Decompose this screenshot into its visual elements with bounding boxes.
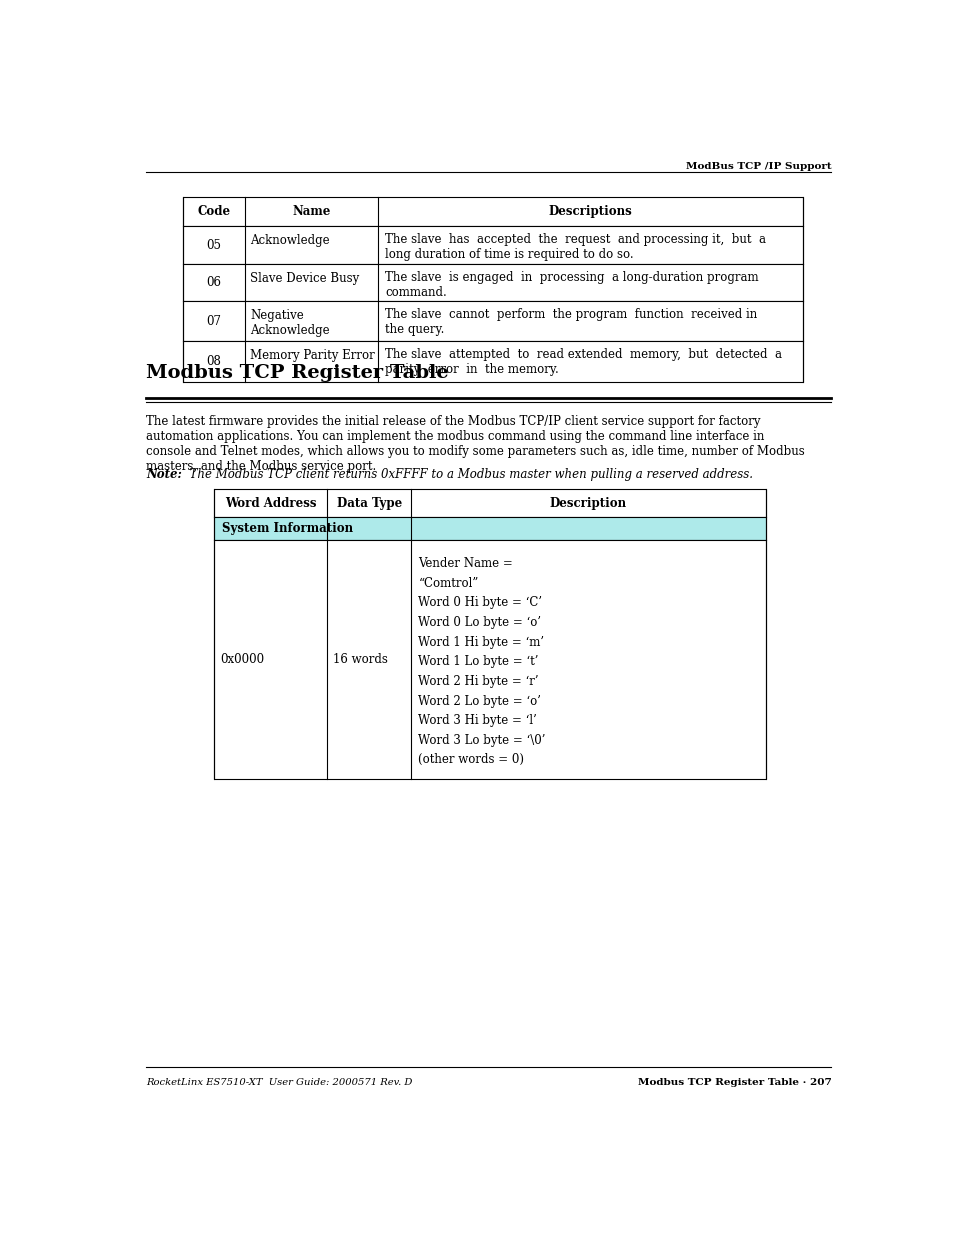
Text: Code: Code xyxy=(197,205,230,217)
Bar xyxy=(183,264,802,301)
Text: The latest firmware provides the initial release of the Modbus TCP/IP client ser: The latest firmware provides the initial… xyxy=(146,415,804,473)
Text: ModBus TCP /IP Support: ModBus TCP /IP Support xyxy=(685,162,831,172)
Text: Word Address: Word Address xyxy=(224,496,315,510)
Text: The slave  has  accepted  the  request  and processing it,  but  a
long duration: The slave has accepted the request and p… xyxy=(385,233,765,261)
Text: Vender Name =: Vender Name = xyxy=(417,557,513,571)
Bar xyxy=(213,489,765,517)
Text: Word 2 Lo byte = ‘o’: Word 2 Lo byte = ‘o’ xyxy=(417,694,540,708)
Text: The slave  attempted  to  read extended  memory,  but  detected  a
parity  error: The slave attempted to read extended mem… xyxy=(385,348,781,377)
Text: 16 words: 16 words xyxy=(333,653,388,666)
Text: Negative
Acknowledge: Negative Acknowledge xyxy=(250,309,330,337)
Bar xyxy=(183,226,802,264)
Text: 05: 05 xyxy=(206,238,221,252)
Text: Word 2 Hi byte = ‘r’: Word 2 Hi byte = ‘r’ xyxy=(417,674,538,688)
Text: (other words = 0): (other words = 0) xyxy=(417,753,524,767)
Text: Word 3 Lo byte = ‘\0’: Word 3 Lo byte = ‘\0’ xyxy=(417,734,545,747)
Bar xyxy=(213,540,765,779)
Text: 07: 07 xyxy=(206,315,221,329)
Text: Modbus TCP Register Table · 207: Modbus TCP Register Table · 207 xyxy=(637,1078,831,1087)
Text: The slave  is engaged  in  processing  a long-duration program
command.: The slave is engaged in processing a lon… xyxy=(385,272,758,299)
Text: 0x0000: 0x0000 xyxy=(220,653,264,666)
Bar xyxy=(213,517,765,540)
Text: 06: 06 xyxy=(206,277,221,289)
Text: Word 1 Hi byte = ‘m’: Word 1 Hi byte = ‘m’ xyxy=(417,636,544,648)
Text: The Modbus TCP client returns 0xFFFF to a Modbus master when pulling a reserved : The Modbus TCP client returns 0xFFFF to … xyxy=(182,468,752,480)
Bar xyxy=(183,301,802,341)
Text: Word 0 Hi byte = ‘C’: Word 0 Hi byte = ‘C’ xyxy=(417,597,542,609)
Text: RocketLinx ES7510-XT  User Guide: 2000571 Rev. D: RocketLinx ES7510-XT User Guide: 2000571… xyxy=(146,1078,413,1087)
Text: Word 0 Lo byte = ‘o’: Word 0 Lo byte = ‘o’ xyxy=(417,616,541,629)
Text: Note:: Note: xyxy=(146,468,182,480)
Text: The slave  cannot  perform  the program  function  received in
the query.: The slave cannot perform the program fun… xyxy=(385,309,757,336)
Text: System Information: System Information xyxy=(221,522,353,535)
Text: Descriptions: Descriptions xyxy=(548,205,632,217)
Text: Slave Device Busy: Slave Device Busy xyxy=(250,272,359,285)
Text: Memory Parity Error: Memory Parity Error xyxy=(250,350,375,362)
Text: Word 1 Lo byte = ‘t’: Word 1 Lo byte = ‘t’ xyxy=(417,656,538,668)
Text: Name: Name xyxy=(292,205,331,217)
Text: Modbus TCP Register Table: Modbus TCP Register Table xyxy=(146,364,449,382)
Text: Description: Description xyxy=(549,496,626,510)
Text: Word 3 Hi byte = ‘l’: Word 3 Hi byte = ‘l’ xyxy=(417,714,537,727)
Bar xyxy=(183,341,802,382)
Text: Acknowledge: Acknowledge xyxy=(250,233,330,247)
Text: “Comtrol”: “Comtrol” xyxy=(417,577,478,589)
Text: 08: 08 xyxy=(206,354,221,368)
Text: Data Type: Data Type xyxy=(336,496,401,510)
Bar xyxy=(183,196,802,226)
